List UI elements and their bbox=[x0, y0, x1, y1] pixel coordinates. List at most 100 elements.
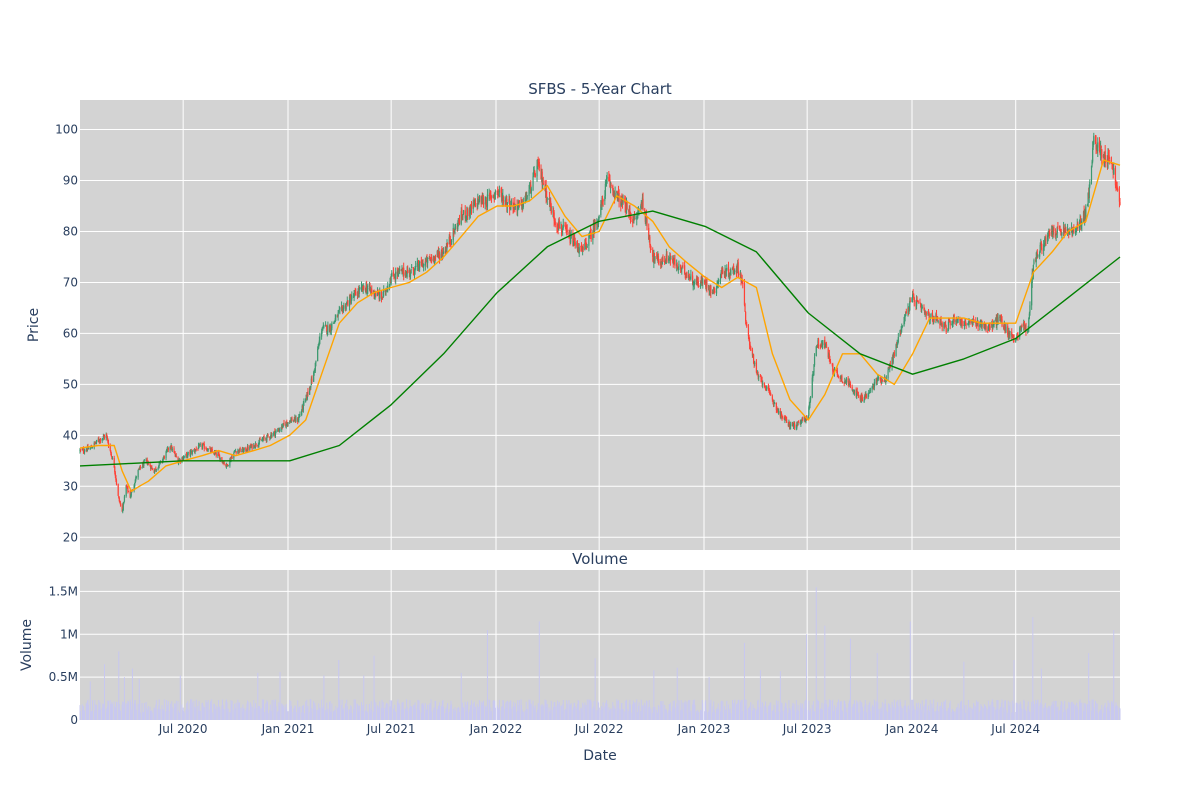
candle-body bbox=[790, 424, 791, 426]
volume-bar bbox=[866, 712, 867, 720]
volume-bar bbox=[351, 713, 352, 720]
candle bbox=[874, 379, 875, 390]
candle-body bbox=[678, 264, 679, 267]
candle-body bbox=[607, 177, 608, 179]
candle-body bbox=[698, 286, 699, 287]
candle-body bbox=[96, 440, 97, 443]
volume-bar bbox=[555, 707, 556, 720]
volume-bar bbox=[88, 705, 89, 720]
volume-bar bbox=[702, 703, 703, 720]
candle bbox=[958, 316, 959, 323]
price-y-tick-label: 100 bbox=[55, 123, 78, 137]
candle-body bbox=[371, 289, 372, 292]
candle bbox=[1065, 227, 1066, 234]
candle-body bbox=[104, 436, 105, 437]
volume-bar bbox=[639, 702, 640, 720]
volume-bar bbox=[774, 712, 775, 720]
candle bbox=[710, 285, 711, 298]
candle-body bbox=[948, 322, 949, 330]
volume-bar bbox=[559, 702, 560, 720]
volume-bar bbox=[180, 675, 181, 720]
candle-body bbox=[363, 285, 364, 288]
candle bbox=[674, 255, 675, 269]
volume-bar bbox=[722, 701, 723, 720]
candle bbox=[495, 189, 496, 199]
candle-body bbox=[435, 256, 436, 257]
volume-bar bbox=[758, 707, 759, 720]
candle-body bbox=[742, 282, 743, 284]
candle bbox=[1093, 133, 1094, 145]
candle bbox=[96, 440, 97, 444]
candle-body bbox=[567, 230, 568, 232]
candle bbox=[934, 316, 935, 323]
candle bbox=[236, 451, 237, 454]
candle bbox=[842, 381, 843, 383]
candle-body bbox=[168, 448, 169, 450]
volume-bar bbox=[443, 707, 444, 720]
candle-body bbox=[634, 218, 635, 219]
candle bbox=[567, 224, 568, 235]
candle bbox=[263, 434, 264, 440]
volume-bar bbox=[100, 710, 101, 720]
candle-body bbox=[84, 451, 85, 452]
candle bbox=[307, 388, 308, 397]
candle bbox=[611, 182, 612, 188]
volume-bar bbox=[252, 707, 253, 720]
candle bbox=[670, 256, 671, 260]
candle bbox=[463, 210, 464, 215]
candle bbox=[938, 320, 939, 323]
volume-bar bbox=[371, 710, 372, 720]
candle-body bbox=[144, 461, 145, 462]
volume-bar bbox=[144, 703, 145, 720]
volume-bar bbox=[212, 712, 213, 720]
candle bbox=[870, 388, 871, 393]
candle-body bbox=[838, 375, 839, 377]
candle-body bbox=[966, 324, 967, 325]
volume-bar bbox=[798, 711, 799, 720]
candle bbox=[882, 379, 883, 382]
candle-body bbox=[626, 202, 627, 209]
candle bbox=[744, 303, 745, 312]
candle-body bbox=[698, 281, 699, 285]
volume-bar bbox=[268, 713, 269, 720]
volume-bar bbox=[658, 707, 659, 720]
candle bbox=[730, 268, 731, 276]
candle-body bbox=[539, 162, 540, 168]
volume-bar bbox=[96, 705, 97, 720]
candle-body bbox=[726, 268, 727, 270]
candle bbox=[818, 338, 819, 349]
volume-bar bbox=[778, 711, 779, 720]
candle-body bbox=[470, 205, 471, 213]
candle bbox=[782, 416, 783, 419]
volume-bar bbox=[455, 711, 456, 720]
candle bbox=[391, 270, 392, 277]
candle bbox=[910, 297, 911, 302]
candle-body bbox=[283, 423, 284, 425]
candle-body bbox=[142, 467, 143, 468]
candle bbox=[393, 267, 394, 276]
candle bbox=[1033, 259, 1034, 265]
candle bbox=[894, 350, 895, 358]
candle-body bbox=[989, 326, 990, 328]
candle-body bbox=[156, 469, 157, 470]
volume-bar bbox=[806, 634, 807, 720]
candle bbox=[144, 459, 145, 462]
candle-body bbox=[1109, 160, 1110, 161]
candle-body bbox=[1089, 182, 1090, 186]
volume-bar bbox=[347, 710, 348, 720]
candle-body bbox=[391, 277, 392, 284]
candle-body bbox=[303, 401, 304, 403]
volume-bar bbox=[264, 712, 265, 720]
volume-bar bbox=[631, 713, 632, 720]
volume-bar bbox=[762, 703, 763, 720]
candle-body bbox=[766, 386, 767, 389]
volume-bar bbox=[890, 708, 891, 720]
candle bbox=[1045, 235, 1046, 246]
candle-body bbox=[1040, 245, 1041, 252]
volume-bar bbox=[662, 701, 663, 720]
candle bbox=[499, 186, 500, 198]
candle-body bbox=[114, 458, 115, 467]
candle-body bbox=[259, 439, 260, 440]
volume-bar bbox=[84, 711, 85, 720]
volume-bar bbox=[160, 709, 161, 720]
